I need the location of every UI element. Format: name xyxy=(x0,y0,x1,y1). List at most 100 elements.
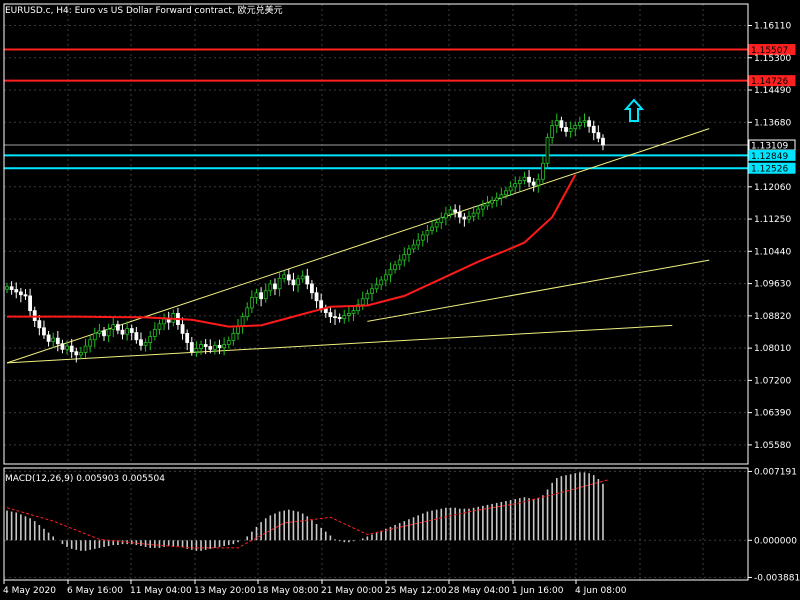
candle-body xyxy=(462,216,467,220)
candle-body xyxy=(411,244,416,250)
candle-body xyxy=(88,339,93,347)
candle-body xyxy=(194,348,199,353)
candle-body xyxy=(28,295,33,312)
chart-title: EURUSD.c, H4: Euro vs US Dollar Forward … xyxy=(5,4,283,16)
candle-body xyxy=(120,329,125,335)
candle-body xyxy=(231,332,236,341)
candle-body xyxy=(443,213,448,219)
trendlines[interactable] xyxy=(6,128,710,364)
candle-body xyxy=(522,176,527,181)
candle-body xyxy=(51,337,56,342)
macd-tick-label: 0.000000 xyxy=(754,536,797,546)
candle-body xyxy=(203,344,208,347)
candle-body xyxy=(346,313,351,316)
candle-body xyxy=(554,120,559,126)
candle-body xyxy=(601,137,605,146)
candle-body xyxy=(430,226,434,232)
level-tag-label: 1.14726 xyxy=(751,77,788,87)
level-tag xyxy=(748,44,796,56)
candle-body xyxy=(55,337,60,345)
candle-body xyxy=(217,344,222,349)
candle-body xyxy=(393,264,397,271)
candle-body xyxy=(23,294,28,297)
candle-body xyxy=(494,197,499,201)
candle-body xyxy=(185,332,190,343)
candle-body xyxy=(337,317,342,320)
candle-body xyxy=(97,330,102,334)
candle-body xyxy=(402,254,407,261)
level-tag-label: 1.12526 xyxy=(751,165,788,175)
candle-body xyxy=(490,199,495,204)
candle-body xyxy=(282,274,287,279)
price-tick-label: 1.16110 xyxy=(754,22,791,32)
price-tick-label: 1.11250 xyxy=(754,215,791,225)
price-tick-label: 1.08820 xyxy=(754,312,791,322)
candle-body xyxy=(559,120,564,128)
candle-body xyxy=(550,125,555,138)
level-tag-label: 1.15507 xyxy=(751,46,788,56)
candle-body xyxy=(485,202,490,207)
time-tick-label: 18 May 08:00 xyxy=(257,586,319,596)
candle-body xyxy=(356,304,361,312)
price-tick-label: 1.08010 xyxy=(754,344,791,354)
candle-body xyxy=(129,328,134,333)
candle-body xyxy=(286,274,291,281)
candle-body xyxy=(249,297,254,309)
time-tick-label: 11 May 04:00 xyxy=(130,586,192,596)
macd-title: MACD(12,26,9) 0.005903 0.005504 xyxy=(5,474,165,484)
candle-body xyxy=(180,324,185,334)
candle-body xyxy=(379,279,384,286)
candle-body xyxy=(208,346,213,350)
price-tick-label: 1.13680 xyxy=(754,118,791,128)
candle-body xyxy=(92,332,97,341)
up-arrow-icon[interactable] xyxy=(623,98,645,122)
price-tick-label: 1.15300 xyxy=(754,54,791,64)
candle-body xyxy=(162,318,166,325)
candle-body xyxy=(106,328,111,337)
candle-body xyxy=(277,278,282,290)
candle-body xyxy=(102,330,106,337)
candle-body xyxy=(222,344,227,349)
candle-body xyxy=(513,183,518,188)
candle-body xyxy=(471,212,476,217)
candle-body xyxy=(545,137,550,164)
candle-body xyxy=(531,181,536,186)
candle-body xyxy=(300,275,305,280)
candle-body xyxy=(323,308,328,314)
candle-body xyxy=(439,217,444,224)
candle-body xyxy=(360,298,365,306)
candle-body xyxy=(517,180,522,185)
candle-body xyxy=(305,275,310,285)
candle-body xyxy=(328,312,333,318)
time-tick-label: 4 Jun 08:00 xyxy=(575,586,627,596)
candle-body xyxy=(383,274,388,281)
price-grid xyxy=(3,4,748,464)
trendline xyxy=(6,128,710,364)
candle-body xyxy=(527,176,531,183)
moving-average xyxy=(7,174,577,328)
candle-body xyxy=(582,120,587,123)
candle-body xyxy=(577,121,582,126)
candle-body xyxy=(18,291,23,296)
macd-signal-line xyxy=(6,479,608,549)
level-tag xyxy=(748,162,796,174)
price-tick-label: 1.14490 xyxy=(754,86,791,96)
macd-pane-frame xyxy=(3,467,749,581)
candle-body xyxy=(591,125,596,134)
candle-body xyxy=(420,234,425,241)
candle-body xyxy=(240,316,245,327)
trendline xyxy=(367,259,710,322)
candle-body xyxy=(189,342,194,353)
candle-body xyxy=(310,283,314,294)
candle-body xyxy=(508,186,513,192)
price-tick-label: 1.12060 xyxy=(754,183,791,193)
price-tick-label: 1.09630 xyxy=(754,280,791,290)
macd-axis: 0.007191 0.000000 -0.003881 xyxy=(748,467,800,583)
candle-body xyxy=(199,344,203,349)
candle-body xyxy=(453,209,458,213)
candle-body xyxy=(536,178,541,186)
price-tick-label: 1.05580 xyxy=(754,441,791,451)
candle-body xyxy=(46,334,51,342)
